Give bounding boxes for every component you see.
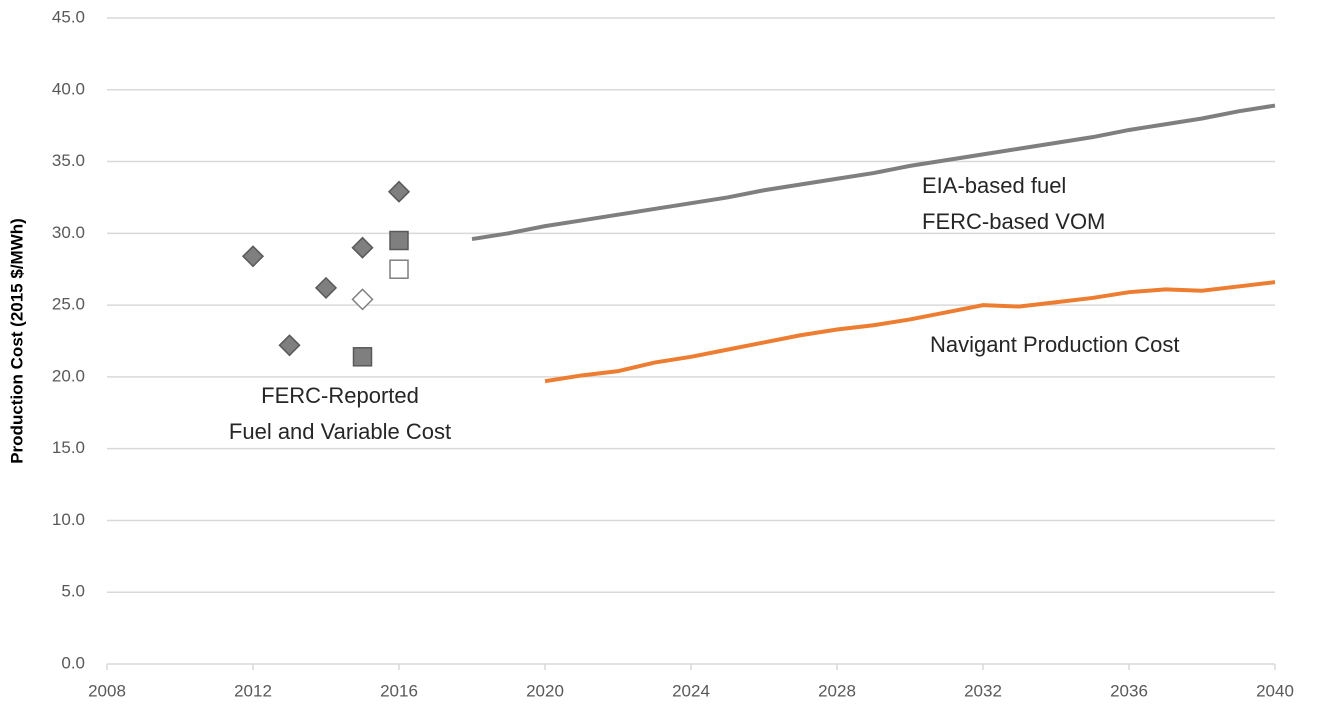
y-tick-label: 5.0 (61, 582, 85, 601)
x-tick-label: 2040 (1256, 681, 1294, 700)
square-marker (389, 259, 409, 279)
y-tick-label: 45.0 (52, 7, 85, 26)
diamond-marker (387, 180, 411, 203)
annotation: Navigant Production Cost (930, 332, 1179, 357)
diamond-marker (314, 276, 338, 299)
annotation: FERC-Reported (261, 383, 419, 408)
x-tick-label: 2012 (234, 681, 272, 700)
annotation: EIA-based fuel (922, 173, 1066, 198)
square-marker (352, 347, 373, 367)
y-tick-label: 0.0 (61, 653, 85, 672)
x-tick-label: 2016 (380, 681, 418, 700)
diamond-marker (278, 334, 301, 357)
square-marker (389, 230, 409, 251)
y-tick-label: 10.0 (52, 510, 85, 529)
diamond-marker (351, 236, 374, 259)
annotation: Fuel and Variable Cost (229, 419, 451, 444)
y-tick-label: 20.0 (52, 366, 85, 385)
annotation: FERC-based VOM (922, 209, 1105, 234)
x-tick-label: 2020 (526, 681, 564, 700)
diamond-marker (241, 245, 265, 268)
y-tick-label: 40.0 (52, 79, 85, 98)
y-tick-label: 30.0 (52, 223, 85, 242)
y-tick-label: 15.0 (52, 438, 85, 457)
x-tick-label: 2032 (964, 681, 1002, 700)
x-tick-label: 2036 (1110, 681, 1148, 700)
y-tick-label: 25.0 (52, 295, 85, 314)
line (544, 280, 1276, 384)
y-tick-label: 35.0 (52, 151, 85, 170)
x-tick-label: 2008 (88, 681, 126, 700)
diamond-marker (351, 288, 374, 311)
y-axis-label: Production Cost (2015 $/MWh) (7, 218, 26, 464)
x-tick-label: 2024 (672, 681, 710, 700)
x-tick-label: 2028 (818, 681, 856, 700)
line (471, 103, 1276, 242)
